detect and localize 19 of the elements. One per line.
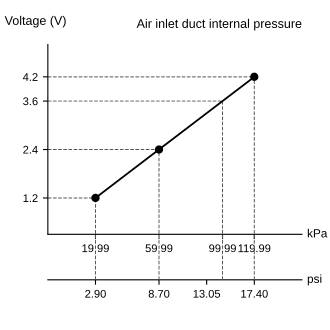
y-axis-title: Voltage (V) xyxy=(4,16,66,28)
y-tick-label: 2.4 xyxy=(23,146,38,154)
x-axis-title: kPa xyxy=(308,228,328,238)
y-tick-label: 3.6 xyxy=(23,97,38,106)
x-tick-label: 19.99 xyxy=(82,244,109,252)
x2-tick-label: 2.90 xyxy=(85,290,106,298)
x2-tick-label: 17.40 xyxy=(241,290,268,298)
point xyxy=(91,194,100,202)
x-tick-label: 59.99 xyxy=(146,244,172,252)
x2-tick-label: 8.70 xyxy=(148,290,170,298)
x2-axis-title: psi xyxy=(308,274,322,286)
point xyxy=(250,72,258,82)
x-tick-label: 99.99 xyxy=(209,244,236,252)
chart-title: Air inlet duct internal pressure xyxy=(136,18,302,30)
x-tick-label: 119.99 xyxy=(238,244,270,252)
y-tick-label: 1.2 xyxy=(24,194,38,202)
point xyxy=(154,145,164,154)
y-tick-label: 4.2 xyxy=(22,73,38,81)
x2-tick-label: 13.05 xyxy=(194,290,220,298)
